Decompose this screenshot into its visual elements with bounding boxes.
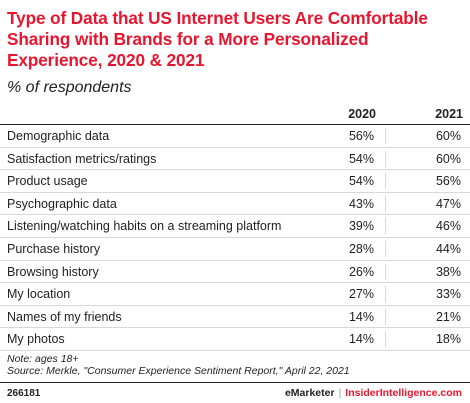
value-2021: 18% bbox=[435, 332, 461, 347]
insider-intelligence-link[interactable]: InsiderIntelligence.com bbox=[345, 387, 462, 399]
table-row: My location 27% 33% bbox=[0, 283, 470, 306]
brand-separator: | bbox=[338, 387, 342, 399]
column-separator bbox=[385, 331, 386, 348]
value-2020: 14% bbox=[348, 309, 374, 324]
table-row: Purchase history 28% 44% bbox=[0, 238, 470, 261]
chart-id: 266181 bbox=[7, 388, 41, 399]
table-row: Browsing history 26% 38% bbox=[0, 261, 470, 284]
value-2020: 28% bbox=[348, 241, 374, 256]
column-separator bbox=[385, 195, 386, 212]
row-label: Satisfaction metrics/ratings bbox=[7, 151, 157, 166]
column-separator bbox=[385, 286, 386, 303]
value-2021: 60% bbox=[435, 129, 461, 143]
emarketer-logo: eMarketer bbox=[284, 387, 335, 399]
brand-footer: eMarketer | InsiderIntelligence.com bbox=[285, 387, 462, 399]
value-2020: 39% bbox=[348, 219, 374, 234]
value-2021: 38% bbox=[435, 264, 461, 279]
row-label: My photos bbox=[7, 332, 65, 347]
value-2020: 54% bbox=[348, 174, 374, 189]
value-2021: 47% bbox=[435, 196, 461, 211]
row-label: Demographic data bbox=[7, 129, 110, 143]
column-separator bbox=[385, 240, 386, 257]
data-table: Demographic data 56% 60% Satisfaction metri… bbox=[0, 125, 470, 351]
value-2021: 46% bbox=[435, 219, 461, 234]
value-2021: 33% bbox=[435, 287, 461, 302]
header-divider bbox=[0, 124, 470, 125]
value-2020: 14% bbox=[348, 332, 374, 347]
chart-title: Type of Data that US Internet Users Are … bbox=[7, 8, 428, 70]
column-separator bbox=[385, 218, 386, 235]
row-label: My location bbox=[7, 287, 71, 302]
footer-divider bbox=[0, 382, 470, 383]
table-row: Demographic data 56% 60% bbox=[0, 125, 470, 148]
value-2020: 54% bbox=[348, 151, 374, 166]
column-separator bbox=[385, 128, 386, 144]
table-row: Product usage 54% 56% bbox=[0, 170, 470, 193]
value-2020: 27% bbox=[348, 287, 374, 302]
column-separator bbox=[385, 308, 386, 325]
table-row: My photos 14% 18% bbox=[0, 328, 470, 351]
row-label: Product usage bbox=[7, 174, 88, 189]
chart-note: Note: ages 18+ bbox=[7, 353, 79, 365]
value-2021: 60% bbox=[435, 151, 461, 166]
column-header-2020: 2020 bbox=[348, 107, 376, 121]
chart-source: Source: Merkle, "Consumer Experience Sen… bbox=[7, 365, 350, 377]
value-2021: 21% bbox=[435, 309, 461, 324]
table-row: Names of my friends 14% 21% bbox=[0, 306, 470, 329]
value-2020: 43% bbox=[348, 196, 374, 211]
column-separator bbox=[385, 150, 386, 167]
row-label: Names of my friends bbox=[7, 309, 122, 324]
column-separator bbox=[385, 263, 386, 280]
table-row: Satisfaction metrics/ratings 54% 60% bbox=[0, 148, 470, 171]
row-label: Psychographic data bbox=[7, 196, 117, 211]
table-row: Psychographic data 43% 47% bbox=[0, 193, 470, 216]
value-2020: 56% bbox=[348, 129, 374, 143]
row-label: Listening/watching habits on a streaming… bbox=[7, 219, 282, 234]
value-2021: 56% bbox=[435, 174, 461, 189]
table-row: Listening/watching habits on a streaming… bbox=[0, 215, 470, 238]
row-label: Purchase history bbox=[7, 241, 101, 256]
column-separator bbox=[385, 173, 386, 190]
value-2021: 44% bbox=[435, 241, 461, 256]
chart-subtitle: % of respondents bbox=[7, 79, 132, 96]
value-2020: 26% bbox=[348, 264, 374, 279]
column-header-2021: 2021 bbox=[435, 107, 463, 121]
row-label: Browsing history bbox=[7, 264, 99, 279]
